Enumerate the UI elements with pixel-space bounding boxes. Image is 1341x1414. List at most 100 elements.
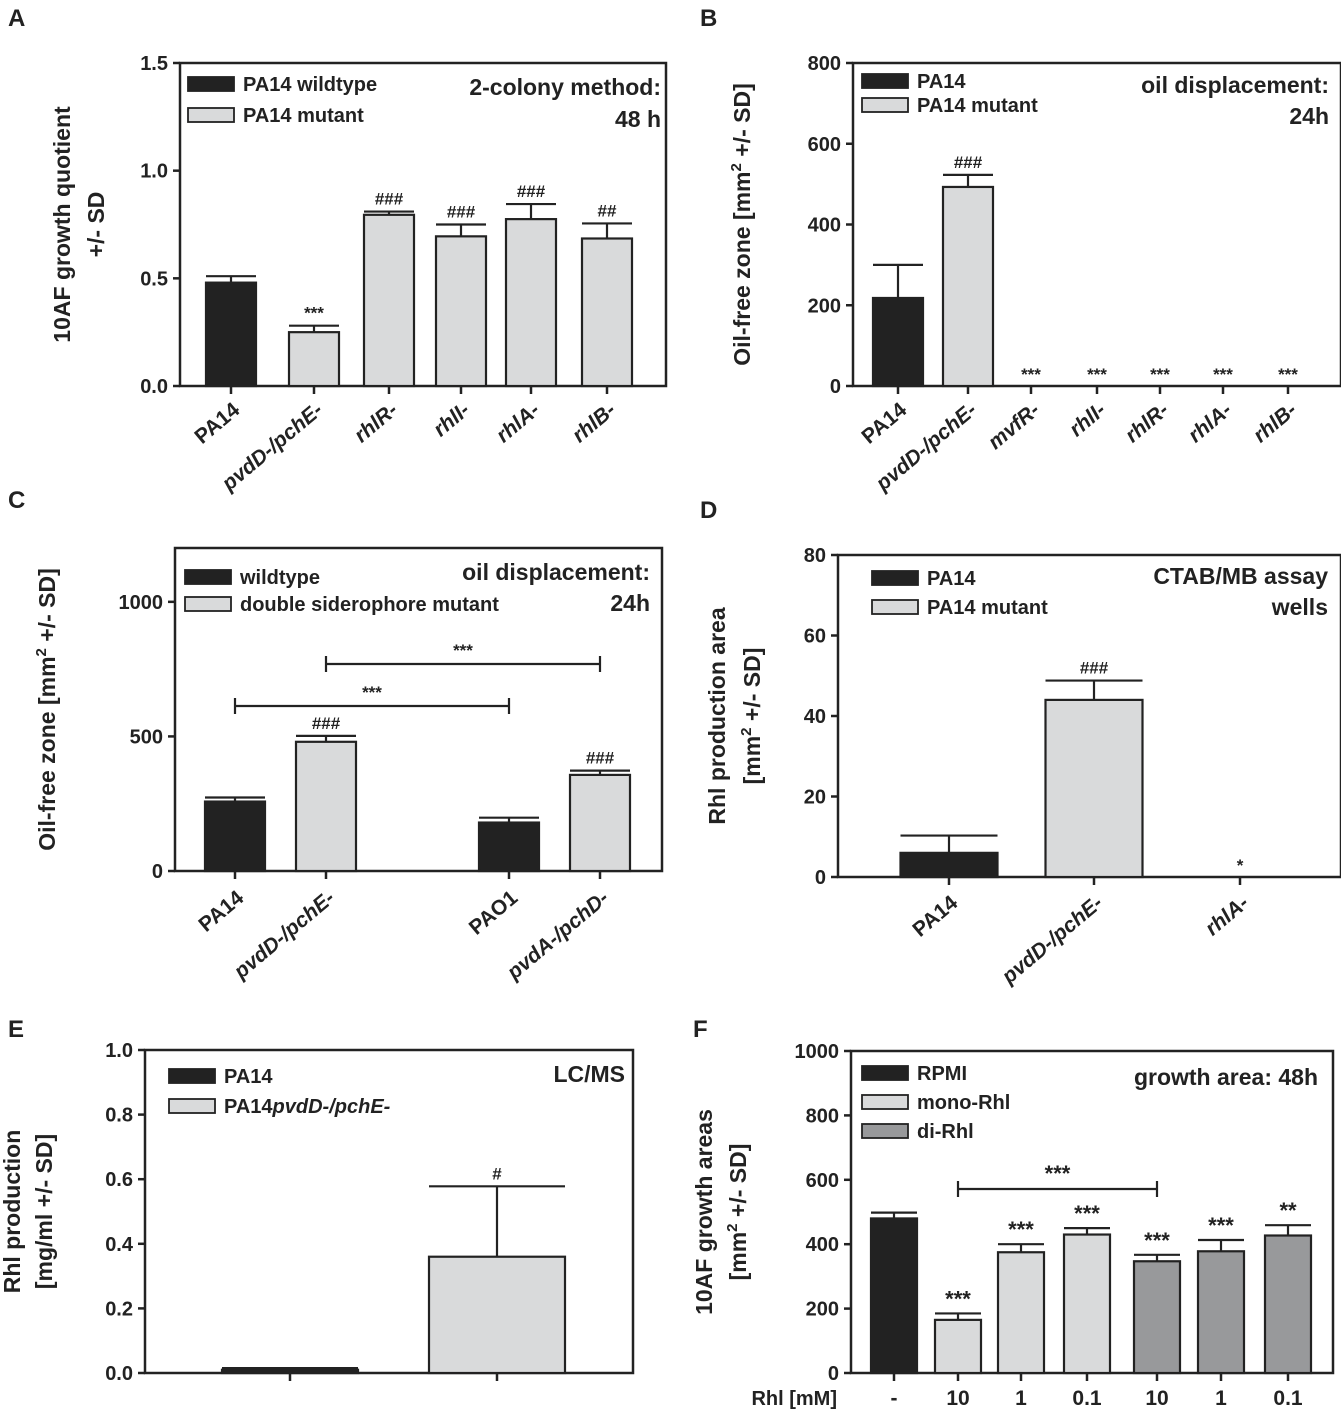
bar bbox=[1196, 1250, 1246, 1375]
y-axis-title: Rhl production area bbox=[704, 607, 730, 824]
panel-letter: F bbox=[693, 1016, 708, 1043]
annotation: 2-colony method: bbox=[469, 74, 661, 100]
x-tick-label: mvfR- bbox=[984, 398, 1044, 454]
bar bbox=[1132, 1260, 1182, 1375]
legend-swatch bbox=[871, 570, 919, 586]
legend-swatch bbox=[871, 599, 919, 615]
y-tick-label: 0.8 bbox=[105, 1105, 133, 1127]
legend-swatch bbox=[187, 107, 235, 123]
annotation: wells bbox=[1271, 594, 1328, 620]
legend-swatch bbox=[184, 596, 232, 612]
annotation: oil displacement: bbox=[462, 559, 650, 585]
legend-label: PA14 bbox=[224, 1066, 273, 1088]
y-tick-label: 80 bbox=[804, 545, 826, 567]
x-tick-label: rhlB- bbox=[1249, 398, 1301, 447]
y-tick-label: 0 bbox=[828, 1363, 839, 1385]
significance-marker: ### bbox=[586, 749, 615, 768]
x-tick-label: rhlI- bbox=[429, 398, 474, 441]
x-tick-label: 1 bbox=[1215, 1387, 1227, 1410]
annotation: growth area: 48h bbox=[1134, 1064, 1318, 1090]
significance-marker: *** bbox=[1008, 1217, 1034, 1242]
annotation: oil displacement: bbox=[1141, 72, 1329, 98]
annotation: 24h bbox=[1289, 103, 1329, 129]
significance-marker: *** bbox=[1074, 1201, 1100, 1226]
x-tick-label: rhlA- bbox=[1201, 891, 1253, 940]
y-tick-label: 0.0 bbox=[140, 376, 168, 398]
significance-marker: ### bbox=[517, 182, 546, 201]
y-axis-title: [mm2 +/- SD] bbox=[738, 648, 765, 785]
bar bbox=[1263, 1234, 1313, 1375]
plot-frame bbox=[178, 61, 668, 388]
y-tick-label: 0.0 bbox=[105, 1363, 133, 1385]
legend-swatch bbox=[168, 1068, 216, 1084]
x-tick-label: rhlR- bbox=[1121, 398, 1173, 447]
significance-marker: *** bbox=[1208, 1213, 1234, 1238]
legend-label: PA14 mutant bbox=[927, 597, 1048, 619]
legend-swatch bbox=[861, 73, 909, 89]
y-tick-label: 200 bbox=[808, 295, 841, 317]
panel-letter: E bbox=[8, 1016, 24, 1043]
significance-marker: ## bbox=[598, 201, 617, 220]
legend-label: PA14 wildtype bbox=[243, 74, 377, 96]
bar bbox=[568, 773, 632, 873]
bar bbox=[220, 1368, 360, 1375]
significance-marker: ### bbox=[954, 153, 983, 172]
significance-marker: # bbox=[492, 1164, 502, 1183]
significance-marker: ### bbox=[312, 714, 341, 733]
x-tick-label: - bbox=[891, 1387, 898, 1410]
panel-letter: C bbox=[8, 487, 25, 514]
legend-label-italic: pvdD-/pchE- bbox=[272, 1096, 391, 1118]
legend-label-text: PA14 bbox=[917, 71, 966, 93]
y-tick-label: 1000 bbox=[795, 1041, 840, 1063]
y-axis-title-sup: 2 bbox=[728, 163, 745, 171]
legend-label: di-Rhl bbox=[917, 1121, 974, 1143]
y-axis-title-part: +/- SD] bbox=[34, 568, 60, 648]
significance-marker: ### bbox=[1080, 659, 1109, 678]
x-tick-label: rhlA- bbox=[492, 398, 544, 447]
legend-label: PA14 bbox=[927, 568, 976, 590]
x-tick-label: rhlB- bbox=[568, 398, 620, 447]
y-tick-label: 20 bbox=[804, 787, 826, 809]
plot-frame bbox=[143, 1048, 635, 1375]
x-tick-label: rhlR- bbox=[350, 398, 402, 447]
legend-label-text: di-Rhl bbox=[917, 1121, 974, 1143]
legend-label-text: PA14 mutant bbox=[917, 95, 1038, 117]
y-tick-label: 0 bbox=[152, 861, 163, 883]
y-tick-label: 1000 bbox=[119, 592, 164, 614]
y-axis-title-part: Oil-free zone [mm bbox=[729, 171, 755, 365]
x-tick-label: 0.1 bbox=[1273, 1387, 1303, 1410]
bar bbox=[996, 1251, 1046, 1375]
bar bbox=[1062, 1233, 1112, 1375]
y-tick-label: 0.5 bbox=[140, 268, 168, 290]
y-tick-label: 1.5 bbox=[140, 53, 168, 75]
significance-marker: ### bbox=[447, 203, 476, 222]
bar bbox=[203, 800, 267, 873]
panel-f: F 0 200 400 600 800 1000 10AF growth areas [mm2 … bbox=[691, 1016, 1335, 1410]
bar bbox=[427, 1255, 567, 1375]
legend-swatch bbox=[184, 569, 232, 585]
y-axis-title: [mg/ml +/- SD] bbox=[31, 1134, 57, 1289]
x-tick-label: rhlI- bbox=[1065, 398, 1110, 441]
x-tick-label: 10 bbox=[1145, 1387, 1168, 1410]
y-axis-title: 10AF growth quotient bbox=[49, 106, 75, 343]
legend-label-text: PA14 mutant bbox=[927, 597, 1048, 619]
legend-label-text: double siderophore mutant bbox=[240, 594, 499, 616]
legend-label: mono-Rhl bbox=[917, 1092, 1010, 1114]
x-tick-label: PA14 bbox=[857, 398, 911, 449]
legend-label: PA14 mutant bbox=[917, 95, 1038, 117]
legend-swatch bbox=[861, 1094, 909, 1110]
legend-label: PA14pvdD-/pchE- bbox=[224, 1096, 391, 1118]
significance-marker: ### bbox=[375, 190, 404, 209]
x-axis-header: Rhl [mM] bbox=[751, 1388, 837, 1410]
y-axis-title-sup: 2 bbox=[33, 648, 50, 656]
legend-swatch bbox=[861, 97, 909, 113]
y-tick-label: 40 bbox=[804, 706, 826, 728]
legend-label-text: PA14 bbox=[224, 1096, 273, 1118]
legend-swatch bbox=[168, 1098, 216, 1114]
legend-swatch bbox=[861, 1123, 909, 1139]
y-tick-label: 600 bbox=[808, 134, 841, 156]
x-tick-label: pvdD-/pchE- bbox=[997, 891, 1107, 989]
bracket-label: *** bbox=[453, 641, 473, 660]
y-axis-title-sup: 2 bbox=[724, 1223, 741, 1231]
